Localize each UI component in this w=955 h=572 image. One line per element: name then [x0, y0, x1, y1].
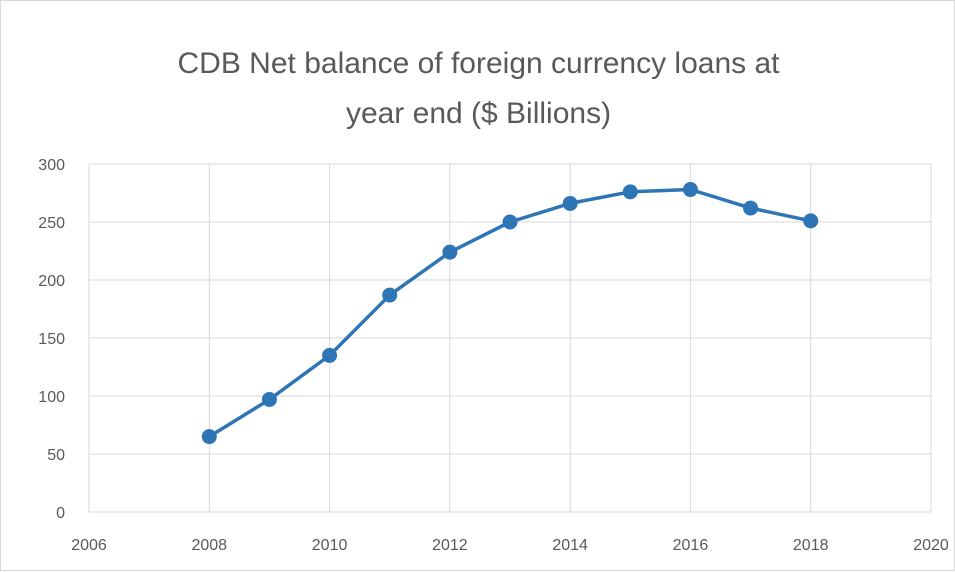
- data-point: [322, 347, 338, 363]
- x-tick-label: 2010: [312, 537, 348, 554]
- x-tick-label: 2008: [191, 537, 227, 554]
- data-point: [562, 195, 578, 211]
- chart-title-line-2: year end ($ Billions): [345, 97, 612, 130]
- y-tick-label: 150: [38, 331, 65, 348]
- y-tick-label: 300: [38, 157, 65, 174]
- data-point: [803, 213, 819, 229]
- y-tick-label: 0: [56, 505, 65, 522]
- data-point: [622, 184, 638, 200]
- x-tick-label: 2012: [432, 537, 468, 554]
- data-point: [743, 200, 759, 216]
- x-tick-label: 2020: [913, 537, 949, 554]
- data-point: [442, 244, 458, 260]
- data-point: [502, 214, 518, 230]
- y-tick-label: 50: [47, 447, 65, 464]
- data-point: [261, 391, 277, 407]
- x-tick-label: 2016: [673, 537, 709, 554]
- y-tick-label: 250: [38, 215, 65, 232]
- data-point: [201, 429, 217, 445]
- y-tick-label: 200: [38, 273, 65, 290]
- chart-title: CDB Net balance of foreign currency loan…: [0, 39, 955, 139]
- data-point: [682, 182, 698, 198]
- data-point: [382, 287, 398, 303]
- x-tick-label: 2014: [552, 537, 588, 554]
- x-tick-label: 2018: [793, 537, 829, 554]
- y-tick-label: 100: [38, 389, 65, 406]
- x-tick-label: 2006: [71, 537, 107, 554]
- chart-title-line-1: CDB Net balance of foreign currency loan…: [177, 47, 780, 80]
